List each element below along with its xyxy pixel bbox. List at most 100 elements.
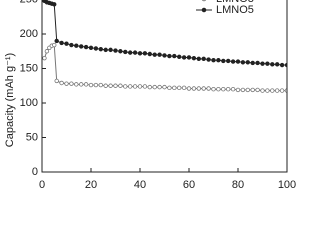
data-point	[93, 46, 99, 51]
data-point	[59, 40, 64, 46]
data-point	[270, 62, 275, 67]
data-point	[176, 85, 182, 91]
x-tick-label: 80	[232, 179, 244, 191]
data-point	[88, 45, 94, 50]
x-tick-label: 40	[134, 179, 146, 191]
data-point	[157, 52, 162, 57]
data-point	[74, 43, 79, 48]
data-point	[211, 86, 216, 92]
data-point	[64, 41, 69, 46]
data-point	[191, 55, 197, 61]
data-point	[137, 51, 143, 56]
chart: Capacity (mAh g⁻¹) 0 50 100 150 200 250 0 20 40 6…	[4, 0, 296, 191]
plot-area	[42, 0, 287, 93]
data-point	[255, 60, 260, 66]
data-point	[235, 87, 241, 93]
data-point	[152, 84, 157, 90]
x-tick-label: 100	[278, 179, 296, 191]
data-point	[69, 42, 74, 48]
legend-label: LMNO5	[216, 4, 254, 16]
data-point	[265, 88, 270, 93]
data-point	[113, 83, 118, 88]
data-point	[186, 55, 192, 60]
data-point	[78, 44, 84, 49]
data-point	[54, 38, 59, 44]
data-point	[127, 84, 133, 89]
plot-frame	[41, 0, 288, 173]
y-axis-title: Capacity (mAh g⁻¹)	[4, 53, 16, 147]
data-point	[181, 55, 187, 60]
data-point	[123, 49, 128, 55]
data-point	[52, 42, 57, 48]
data-point	[230, 86, 236, 92]
data-point	[93, 82, 99, 88]
data-point	[147, 51, 152, 57]
data-point	[235, 59, 241, 64]
data-point	[221, 58, 226, 64]
data-point	[260, 61, 265, 66]
data-point	[216, 58, 221, 63]
data-point	[162, 84, 167, 90]
data-point	[108, 83, 113, 88]
y-tick-label: 200	[20, 28, 38, 40]
data-point	[275, 88, 280, 93]
data-point	[103, 47, 108, 53]
data-point	[132, 50, 138, 55]
data-point	[74, 82, 79, 87]
data-point	[172, 53, 177, 59]
data-point	[196, 56, 201, 62]
data-point	[142, 84, 148, 89]
data-point	[250, 87, 255, 93]
data-point	[118, 49, 123, 54]
data-point	[191, 86, 197, 91]
legend-label: LMNO3	[216, 0, 254, 5]
data-point	[201, 56, 206, 62]
data-point	[176, 54, 182, 59]
data-point	[118, 83, 123, 88]
data-point	[137, 84, 143, 89]
x-tick-label: 60	[183, 179, 195, 191]
data-point	[44, 49, 50, 54]
data-point	[98, 82, 103, 88]
data-point	[167, 53, 172, 59]
data-point	[196, 86, 201, 91]
data-point	[103, 83, 108, 88]
data-point	[201, 86, 206, 91]
data-point	[221, 86, 226, 92]
data-point	[42, 55, 47, 61]
data-point	[52, 2, 57, 7]
data-point	[186, 86, 192, 91]
data-point	[108, 47, 113, 53]
y-tick-label: 0	[32, 166, 38, 178]
data-point	[240, 60, 246, 65]
data-point	[83, 44, 89, 50]
data-point	[54, 78, 59, 84]
data-point	[127, 50, 133, 55]
data-point	[275, 62, 280, 67]
data-point	[64, 81, 69, 86]
data-point	[245, 60, 250, 65]
data-point	[162, 53, 167, 58]
data-point	[255, 87, 260, 93]
data-point	[225, 86, 231, 92]
data-point	[83, 82, 89, 87]
legend-marker	[201, 7, 207, 13]
data-point	[132, 84, 138, 89]
data-point	[157, 84, 162, 90]
data-point	[172, 85, 177, 91]
data-point	[265, 61, 270, 66]
data-point	[59, 80, 64, 86]
data-point	[270, 88, 275, 93]
data-point	[181, 85, 187, 91]
data-point	[167, 85, 172, 91]
legend-marker	[201, 0, 207, 2]
y-tick-label: 50	[26, 131, 38, 143]
data-point	[279, 88, 285, 93]
x-tick-label: 20	[85, 179, 97, 191]
data-point	[152, 52, 157, 57]
data-point	[240, 87, 246, 93]
data-point	[230, 59, 236, 64]
data-point	[216, 86, 221, 92]
data-point	[78, 82, 84, 87]
data-point	[279, 62, 285, 68]
